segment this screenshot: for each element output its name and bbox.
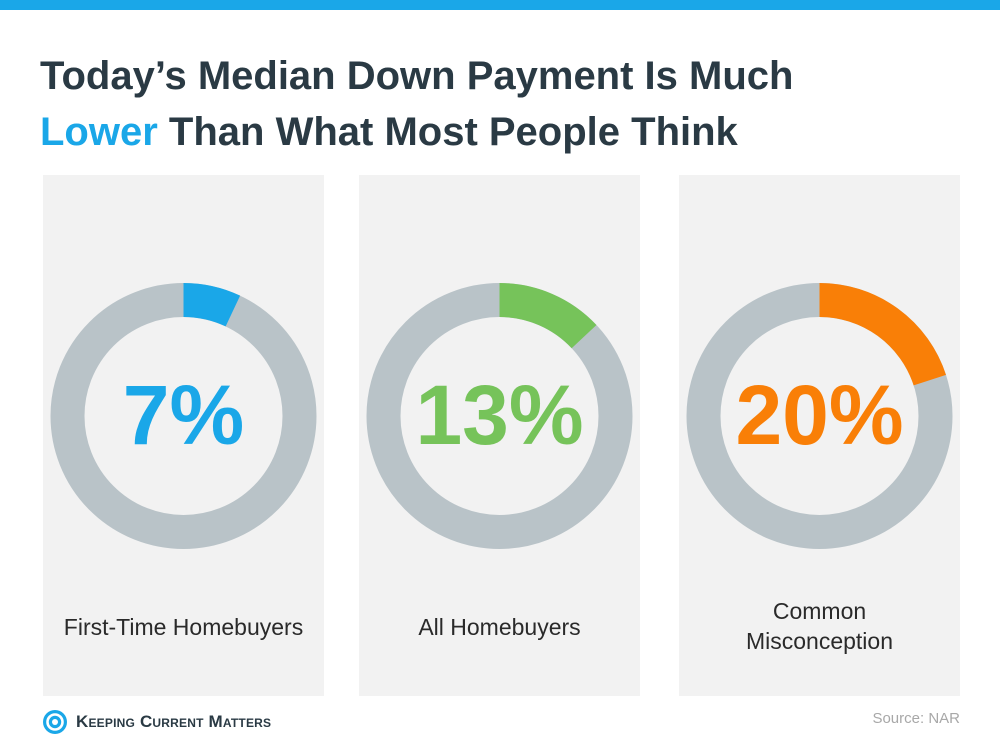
title-line-2-rest: Than What Most People Think (157, 110, 738, 154)
donut-misconception (686, 283, 953, 549)
brand-name: Keeping Current Matters (76, 712, 272, 731)
label-misconception: Common Misconception (679, 596, 960, 656)
title-line-1: Today’s Median Down Payment Is Much (40, 54, 794, 98)
title-line-2: Lower Than What Most People Think (40, 104, 793, 160)
kcm-logo-icon (43, 710, 67, 734)
donut-all (366, 283, 633, 549)
label-first-time: First-Time Homebuyers (63, 614, 304, 640)
value-first-time: 7% (122, 368, 245, 462)
page-title: Today’s Median Down Payment Is Much Lowe… (40, 48, 793, 160)
chart-panel-misconception: 20% Common Misconception (679, 175, 960, 696)
label-misconception-line-1: Common (772, 598, 867, 624)
top-accent-bar (0, 0, 1000, 10)
value-all: 13% (415, 368, 584, 462)
donut-arc-first-time (182, 283, 241, 327)
title-highlight: Lower (40, 110, 158, 154)
donut-arc-all (498, 283, 597, 349)
label-all: All Homebuyers (418, 614, 581, 640)
donut-arc-misconception (819, 283, 946, 386)
brand-logo: Keeping Current Matters (42, 707, 271, 737)
donut-first-time (50, 283, 317, 549)
chart-panel-first-time: 7% First-Time Homebuyers (43, 175, 324, 696)
value-misconception: 20% (735, 368, 904, 462)
label-misconception-line-2: Misconception (745, 628, 894, 654)
source-note: Source: NAR (872, 710, 960, 727)
chart-panel-all: 13% All Homebuyers (359, 175, 640, 696)
